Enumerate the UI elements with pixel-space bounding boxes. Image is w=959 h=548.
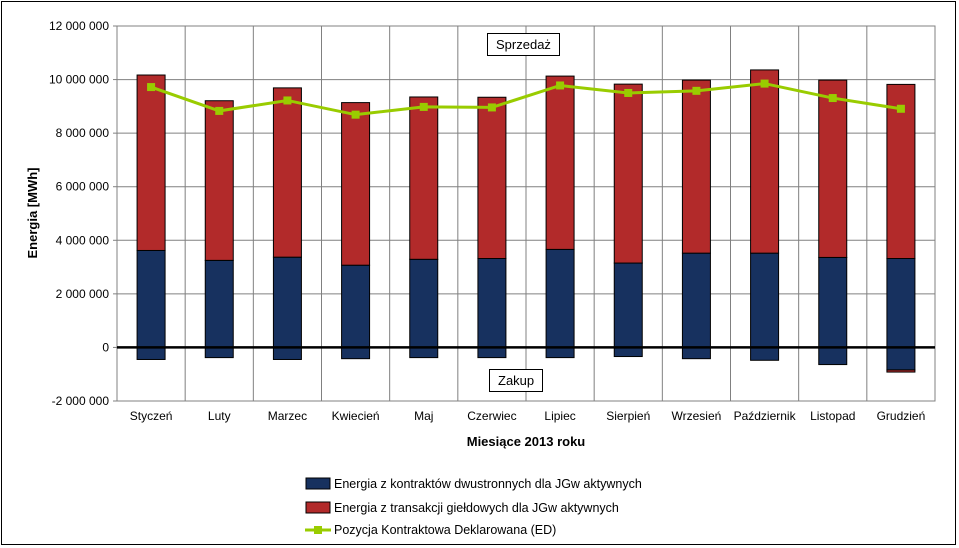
bar-bilateral-negative (545, 346, 575, 359)
y-tick-label: 0 (102, 340, 109, 354)
line-series-group (147, 79, 905, 119)
bar-exchange (613, 83, 643, 264)
bar-bilateral (409, 258, 439, 348)
x-tick-label: Kwiecień (332, 409, 380, 423)
bar-bilateral (341, 264, 371, 348)
sell-annotation: Sprzedaż (487, 33, 560, 56)
bar-bilateral-negative (818, 346, 848, 366)
x-tick-label: Czerwiec (467, 409, 516, 423)
bar-exchange (477, 96, 507, 259)
bar-exchange (136, 74, 166, 251)
bar-bilateral-negative (272, 346, 302, 360)
line-point (692, 86, 701, 95)
line-point (556, 81, 565, 90)
bar-bilateral-negative (477, 346, 507, 359)
line-point (419, 102, 428, 111)
bar-bilateral-negative (613, 346, 643, 358)
line-point (828, 94, 837, 103)
x-axis-label: Miesiące 2013 roku (467, 434, 586, 449)
y-tick-label: 12 000 000 (49, 19, 109, 33)
legend-label-line: Pozycja Kontraktowa Deklarowana (ED) (334, 523, 557, 537)
bar-bilateral-negative (341, 346, 371, 360)
line-point (351, 110, 360, 119)
line-point (487, 103, 496, 112)
legend-swatch-marker (314, 526, 322, 534)
gridlines (117, 25, 935, 402)
y-tick-label: 2 000 000 (56, 287, 110, 301)
line-point (147, 83, 156, 92)
x-tick-label: Listopad (810, 409, 855, 423)
y-tick-label: 10 000 000 (49, 73, 109, 87)
line-point (283, 96, 292, 105)
x-tick-label: Styczeń (130, 409, 173, 423)
bar-bilateral-negative (886, 346, 916, 371)
line-point (215, 106, 224, 115)
legend-swatch-bilateral (305, 477, 331, 490)
bar-exchange (341, 102, 371, 266)
line-ed (150, 82, 902, 117)
bar-bilateral (750, 252, 780, 348)
bar-bilateral (272, 256, 302, 348)
bar-bilateral (681, 252, 711, 348)
bar-bilateral-negative (136, 346, 166, 360)
bar-bilateral (545, 248, 575, 348)
y-axis-label: Energia [MWh] (25, 168, 40, 259)
buy-annotation: Zakup (489, 369, 544, 392)
bar-exchange-negative (886, 369, 916, 373)
x-tick-label: Wrzesień (672, 409, 722, 423)
x-tick-label: Lipiec (544, 409, 575, 423)
x-tick-label: Grudzień (877, 409, 926, 423)
bar-bilateral (818, 256, 848, 348)
bars-group (117, 69, 935, 373)
y-tick-label: 4 000 000 (56, 233, 110, 247)
x-tick-label: Sierpień (606, 409, 650, 423)
legend-item-exchange: Energia z transakcji giełdowych dla JGw … (334, 499, 619, 517)
bar-bilateral-negative (681, 346, 711, 360)
bar-bilateral (886, 258, 916, 348)
bar-exchange (272, 87, 302, 258)
y-tick-label: 8 000 000 (56, 126, 110, 140)
legend-swatch-exchange (305, 501, 331, 514)
legend-item-line: Pozycja Kontraktowa Deklarowana (ED) (334, 521, 556, 539)
x-tick-label: Październik (734, 409, 797, 423)
x-axis-ticks: Styczeń Luty Marzec Kwiecień Maj Czerwiec Lipi… (130, 409, 926, 423)
legend-label-exchange: Energia z transakcji giełdowych dla JGw … (334, 501, 619, 515)
bar-exchange (750, 69, 780, 254)
bar-bilateral (136, 249, 166, 348)
x-tick-label: Luty (208, 409, 231, 423)
bar-bilateral (613, 262, 643, 348)
line-point (760, 79, 769, 88)
bar-exchange (545, 75, 575, 250)
bar-exchange (886, 83, 916, 260)
x-tick-label: Maj (414, 409, 433, 423)
bar-bilateral-negative (204, 346, 234, 359)
bar-bilateral-negative (750, 346, 780, 361)
bar-bilateral (204, 259, 234, 348)
y-tick-label: -2 000 000 (52, 394, 110, 408)
legend-label-bilateral: Energia z kontraktów dwustronnych dla JG… (334, 477, 642, 491)
bar-exchange (409, 96, 439, 260)
y-axis-ticks: -2 000 000 0 2 000 000 4 000 000 6 000 000 8 … (49, 19, 117, 408)
bar-bilateral (477, 258, 507, 348)
bar-exchange (818, 79, 848, 258)
line-point (896, 104, 905, 113)
legend-item-bilateral: Energia z kontraktów dwustronnych dla JG… (334, 475, 642, 493)
line-point (624, 88, 633, 97)
y-tick-label: 6 000 000 (56, 180, 110, 194)
bar-exchange (204, 100, 234, 261)
x-tick-label: Marzec (268, 409, 307, 423)
bar-exchange (681, 79, 711, 254)
bar-bilateral-negative (409, 346, 439, 359)
